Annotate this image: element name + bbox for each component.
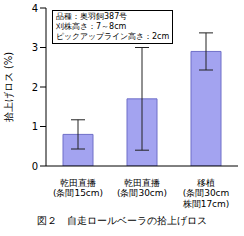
html-text:図２ 自走ロールベーラの拾上げロス: 図２ 自走ロールベーラの拾上げロス [37,215,207,226]
html-text:刈株高さ：7～8cm: 刈株高さ：7～8cm [56,22,127,31]
svg-text:4: 4 [32,3,38,14]
svg-text:0: 0 [32,161,38,172]
svg-text:乾田直播(条間30cm): 乾田直播(条間30cm) [117,178,167,198]
html-text:品種：奥羽飼387号: 品種：奥羽飼387号 [56,12,128,21]
svg-text:拾上げロス (%): 拾上げロス (%) [8,52,14,123]
svg-text:3: 3 [32,42,38,53]
svg-text:乾田直播(条間15cm): 乾田直播(条間15cm) [53,178,103,198]
svg-text:2: 2 [32,82,38,93]
svg-text:移植(条間30cm株間17cm): 移植(条間30cm株間17cm) [182,178,230,209]
html-text:ピックアップライン高さ：2cm: ピックアップライン高さ：2cm [56,32,170,41]
svg-text:1: 1 [32,121,38,132]
